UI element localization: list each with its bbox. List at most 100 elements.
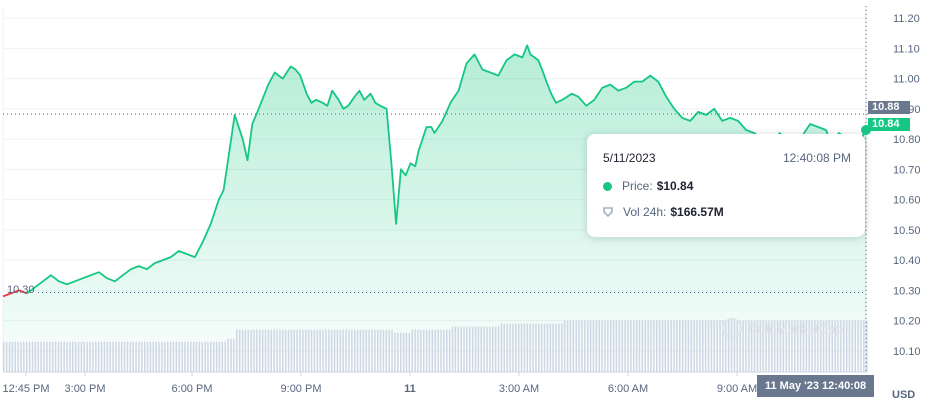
volume-bar	[454, 326, 457, 372]
volume-bar	[428, 329, 431, 372]
volume-bar	[5, 341, 8, 372]
volume-bar	[14, 341, 16, 372]
volume-bar	[293, 329, 295, 372]
volume-bar	[290, 329, 293, 372]
volume-bar	[230, 338, 232, 372]
volume-bar	[658, 320, 661, 372]
volume-bar	[54, 341, 57, 372]
tooltip-date: 5/11/2023	[603, 151, 656, 165]
price-tooltip: 5/11/2023 12:40:08 PM Price: $10.84 Vol …	[587, 134, 865, 237]
volume-bar	[489, 326, 491, 372]
volume-bar	[322, 329, 324, 372]
volume-bar	[661, 320, 664, 372]
volume-bar	[362, 329, 365, 372]
volume-bar	[106, 341, 109, 372]
volume-bar	[598, 320, 600, 372]
volume-bar	[477, 326, 480, 372]
volume-bar	[169, 341, 172, 372]
volume-bar	[569, 320, 572, 372]
volume-bar	[141, 341, 143, 372]
volume-bar	[811, 320, 813, 372]
volume-bar	[34, 341, 37, 372]
volume-bar	[144, 341, 146, 372]
volume-bar	[394, 332, 396, 372]
volume-bar	[69, 341, 71, 372]
volume-bar	[782, 320, 785, 372]
volume-bar	[129, 341, 132, 372]
volume-bar	[17, 341, 19, 372]
volume-bar	[713, 320, 715, 372]
start-price-label: 10.30	[7, 284, 35, 296]
volume-bar	[132, 341, 134, 372]
volume-bar	[653, 320, 655, 372]
volume-bar	[109, 341, 111, 372]
x-tick-label: 6:00 PM	[172, 383, 213, 395]
volume-bar	[825, 320, 828, 372]
volume-bar	[356, 329, 359, 372]
volume-bar	[765, 320, 767, 372]
volume-bar	[549, 323, 552, 372]
volume-bar	[644, 320, 646, 372]
volume-bar	[138, 341, 140, 372]
watermark-text: CoinMarketCap	[748, 320, 844, 336]
volume-bar	[28, 341, 31, 372]
volume-bar	[402, 332, 405, 372]
volume-bar	[172, 341, 175, 372]
volume-bar	[679, 320, 681, 372]
volume-bar	[684, 320, 687, 372]
volume-bar	[103, 341, 106, 372]
crosshair-time-label: 11 May '23 12:40:08	[757, 375, 875, 397]
volume-bar	[368, 329, 370, 372]
volume-bar	[601, 320, 603, 372]
volume-bar	[66, 341, 68, 372]
volume-bar	[149, 341, 152, 372]
volume-bar	[253, 329, 255, 372]
volume-bar	[77, 341, 80, 372]
volume-bar	[799, 320, 802, 372]
volume-bar	[497, 326, 500, 372]
volume-bar	[673, 320, 675, 372]
volume-bar	[618, 320, 621, 372]
tooltip-volume-label: Vol 24h:	[623, 205, 667, 219]
volume-bar	[794, 320, 796, 372]
y-tick-label: 10.10	[893, 346, 921, 358]
volume-bar	[328, 329, 330, 372]
volume-bar	[184, 341, 186, 372]
volume-bar	[702, 320, 704, 372]
volume-bar	[434, 329, 436, 372]
y-tick-label: 10.80	[893, 134, 921, 146]
volume-bar	[241, 329, 244, 372]
volume-bar	[621, 320, 623, 372]
volume-bar	[261, 329, 264, 372]
y-tick-label: 11.00	[893, 74, 920, 86]
volume-bar	[296, 329, 298, 372]
volume-bar	[851, 320, 854, 372]
volume-bar	[72, 341, 74, 372]
volume-bar	[443, 329, 445, 372]
volume-bar	[817, 320, 819, 372]
volume-bar	[37, 341, 39, 372]
price-area	[3, 45, 866, 373]
volume-bar	[374, 329, 376, 372]
volume-bar	[779, 320, 782, 372]
volume-bar	[592, 320, 595, 372]
volume-bar	[287, 329, 290, 372]
volume-bar	[566, 320, 569, 372]
volume-bar	[722, 320, 724, 372]
volume-bar	[785, 320, 787, 372]
y-tick-label: 10.50	[893, 225, 921, 237]
volume-bar	[213, 341, 215, 372]
volume-bar	[716, 320, 718, 372]
volume-bar	[552, 323, 554, 372]
volume-bar	[451, 326, 454, 372]
volume-bar	[768, 320, 770, 372]
volume-bar	[627, 320, 629, 372]
y-tick-label: 10.70	[893, 164, 921, 176]
volume-bar	[26, 341, 28, 372]
volume-bar	[517, 323, 520, 372]
volume-bar	[748, 320, 750, 372]
x-tick-label: 9:00 PM	[281, 383, 322, 395]
volume-bar	[460, 326, 462, 372]
volume-bar	[641, 320, 644, 372]
volume-bar	[74, 341, 77, 372]
